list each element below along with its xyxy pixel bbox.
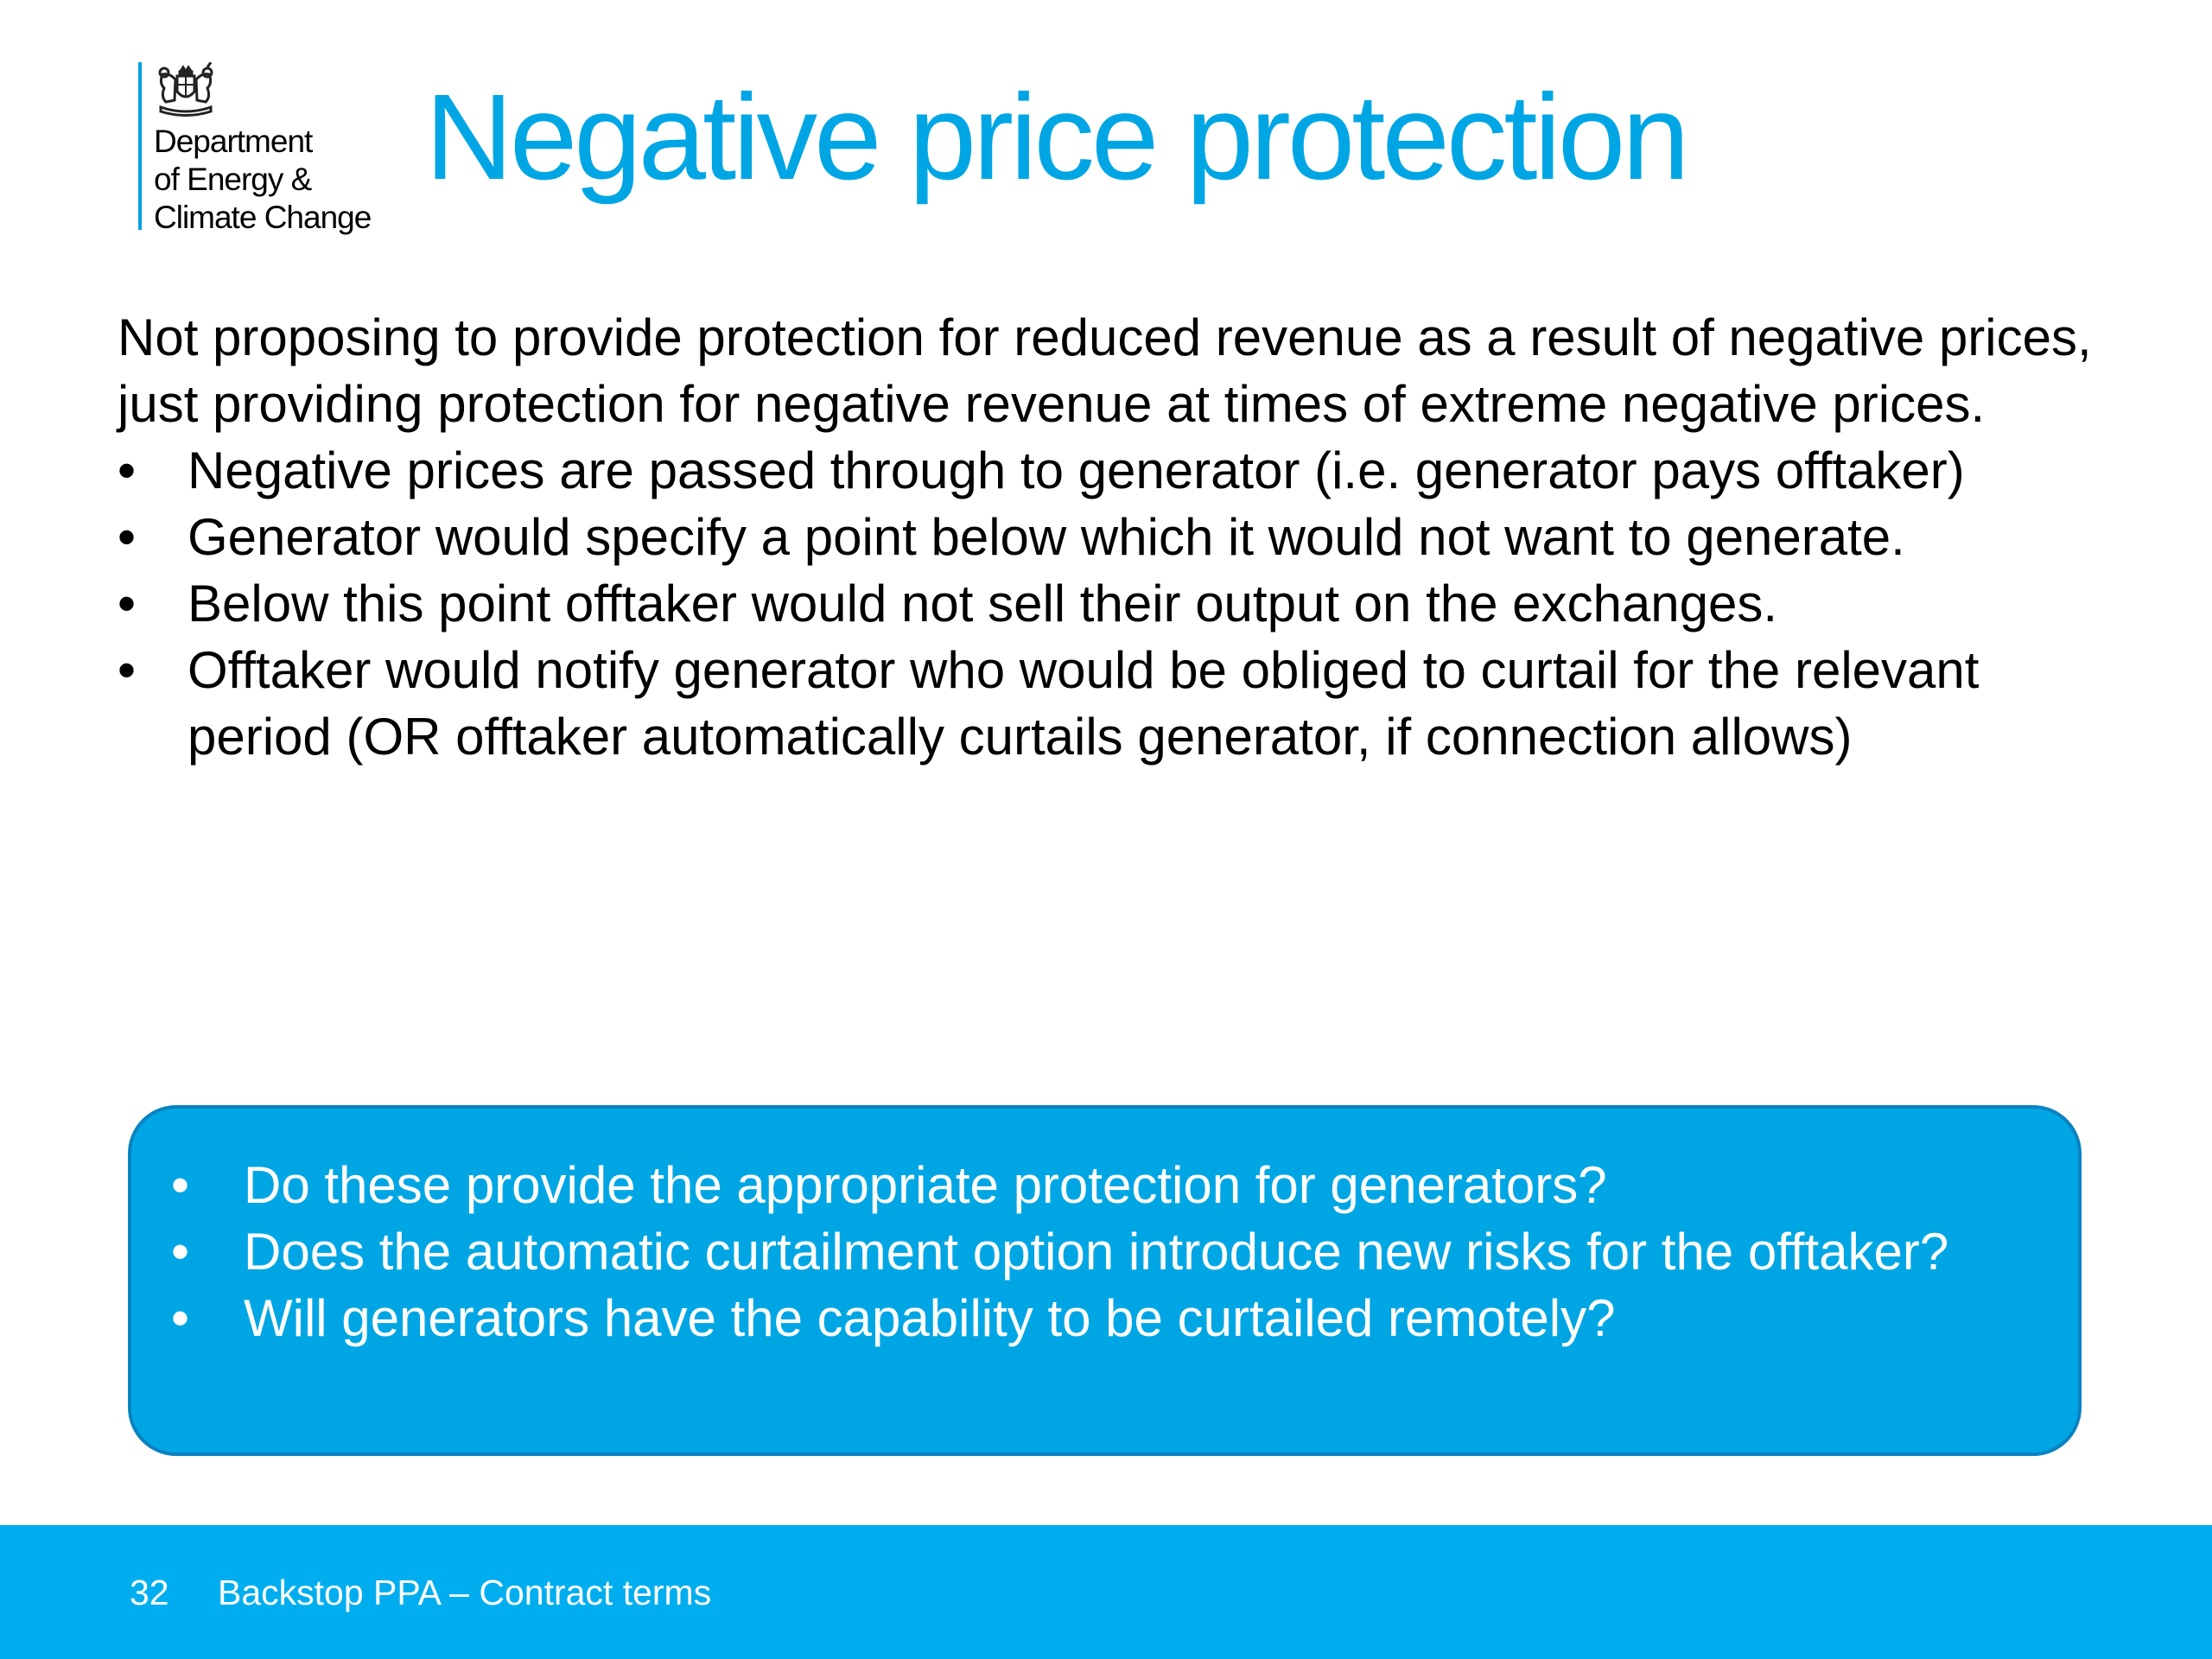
bullet-icon: •: [118, 442, 137, 499]
bullet-icon: •: [118, 508, 137, 566]
footer-bar: [0, 1525, 2212, 1659]
department-name-line: Climate Change: [154, 200, 372, 235]
footer-title: Backstop PPA – Contract terms: [218, 1573, 712, 1612]
department-name-line: Department: [154, 124, 313, 159]
question-text: Do these provide the appropriate protect…: [244, 1156, 1607, 1214]
bullet-icon: •: [118, 575, 137, 632]
bullet-text: Below this point offtaker would not sell…: [188, 575, 1778, 632]
department-name: Department of Energy & Climate Change: [154, 123, 372, 237]
question-item: • Will generators have the capability to …: [171, 1285, 2029, 1351]
bullet-icon: •: [171, 1223, 190, 1281]
bullet-list: • Negative prices are passed through to g…: [118, 437, 2105, 770]
question-item: • Does the automatic curtailment option i…: [171, 1218, 2029, 1285]
intro-paragraph: Not proposing to provide protection for …: [118, 308, 2092, 433]
slide-title: Negative price protection: [425, 68, 1690, 205]
bullet-icon: •: [171, 1289, 190, 1347]
bullet-point: • Negative prices are passed through to g…: [118, 437, 2105, 504]
bullet-point: • Below this point offtaker would not sel…: [118, 570, 2105, 637]
questions-box: • Do these provide the appropriate protec…: [128, 1105, 2082, 1456]
bullet-text: Offtaker would notify generator who woul…: [188, 641, 1980, 766]
question-text: Will generators have the capability to b…: [244, 1289, 1616, 1347]
page-number: 32: [130, 1573, 169, 1612]
slide-body: Not proposing to provide protection for …: [118, 304, 2105, 770]
question-item: • Do these provide the appropriate protec…: [171, 1152, 2029, 1218]
bullet-icon: •: [171, 1156, 190, 1214]
bullet-point: • Generator would specify a point below w…: [118, 504, 2105, 570]
question-text: Does the automatic curtailment option in…: [244, 1223, 1949, 1281]
department-logo: Department of Energy & Climate Change: [138, 62, 415, 235]
questions-list: • Do these provide the appropriate protec…: [171, 1152, 2029, 1351]
royal-coat-of-arms-icon: [158, 62, 213, 117]
bullet-text: Generator would specify a point below wh…: [188, 508, 1905, 566]
bullet-icon: •: [118, 641, 137, 699]
bullet-text: Negative prices are passed through to ge…: [188, 442, 1965, 499]
bullet-point: • Offtaker would notify generator who wou…: [118, 637, 2105, 770]
department-name-line: of Energy &: [154, 162, 312, 197]
logo-accent-bar: [138, 62, 142, 230]
